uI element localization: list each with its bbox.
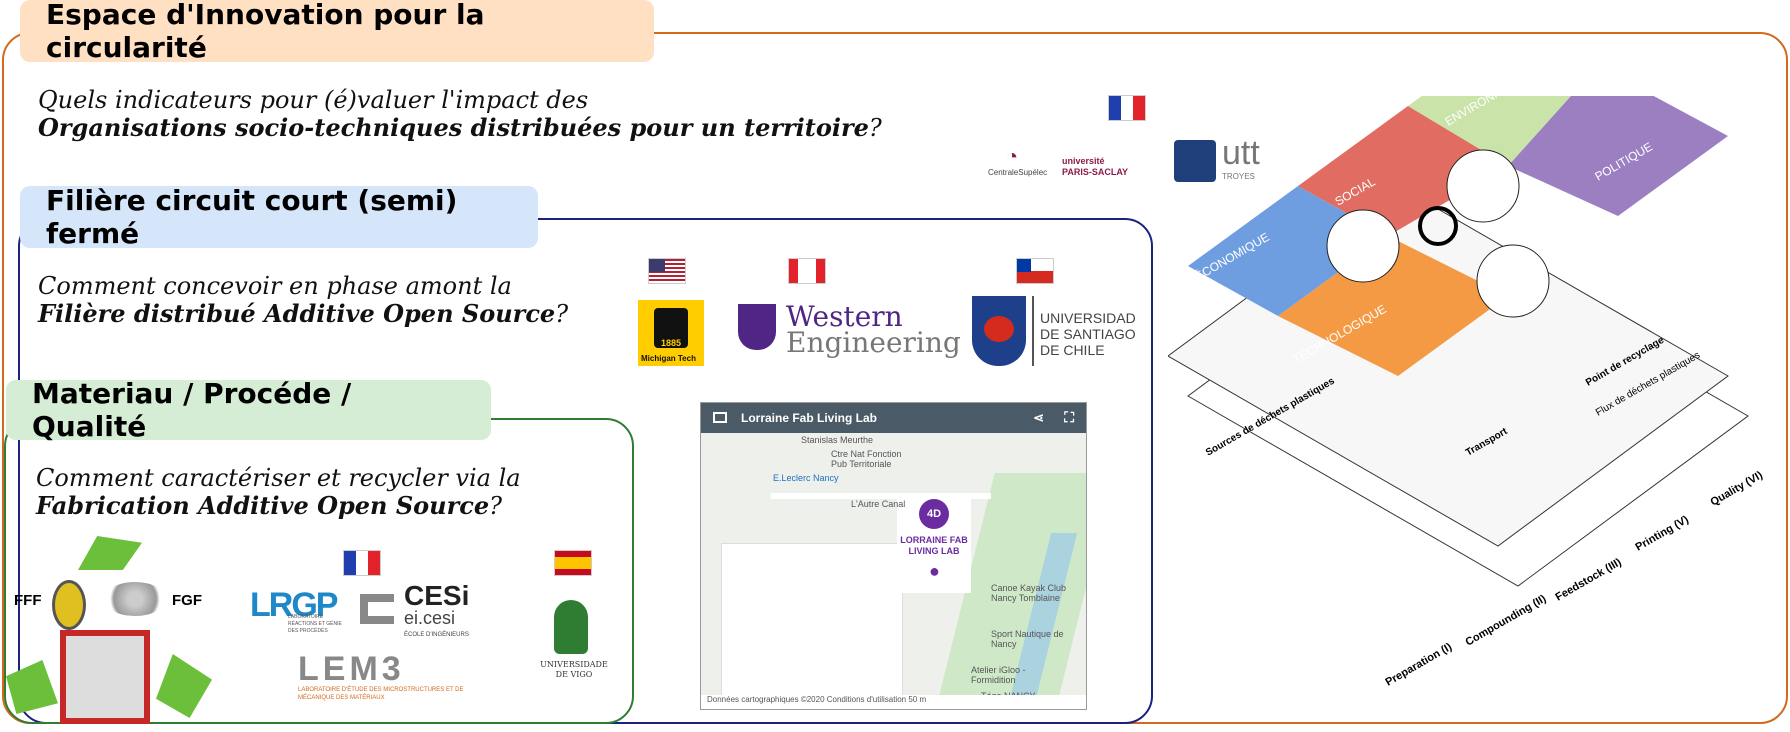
santiago-shield-icon xyxy=(972,296,1026,366)
usa-flag-icon xyxy=(648,258,686,284)
western-shield-icon xyxy=(738,304,776,350)
circle-disponibilite xyxy=(1326,209,1400,283)
circle-points-recyclage xyxy=(1476,244,1550,318)
filament-spool-icon xyxy=(52,580,86,630)
fff-label: FFF xyxy=(14,592,42,609)
chile-flag-icon xyxy=(1016,258,1054,284)
map-area[interactable]: 4D LORRAINE FAB LIVING LAB ● Ctre Nat Fo… xyxy=(701,433,1086,709)
lab-badge: 4D LORRAINE FAB LIVING LAB xyxy=(897,493,971,593)
share-icon[interactable]: ⋖ xyxy=(1033,410,1044,425)
france-flag-icon xyxy=(1108,95,1146,121)
circle-utilisation xyxy=(1446,149,1520,223)
centrale-emblem-icon: ◔ xyxy=(1006,146,1019,168)
western-engineering-logo: Western Engineering xyxy=(738,300,961,360)
label-printing: Printing (V) xyxy=(1634,513,1692,553)
label-feedstock: Feedstock (III) xyxy=(1554,556,1624,604)
living-lab-map[interactable]: Lorraine Fab Living Lab ⋖ ⛶ 4D LORRAINE … xyxy=(700,402,1087,710)
layered-diagram: ÉCONOMIQUE SOCIAL ENVIRONNEMENTAL POLITI… xyxy=(1168,96,1766,689)
social-region xyxy=(1298,106,1508,236)
label-compounding: Compounding (II) xyxy=(1464,593,1549,649)
innovation-banner: Espace d'Innovation pour la circularité xyxy=(20,0,654,64)
label-preparation: Preparation (I) xyxy=(1384,641,1455,689)
cesi-bracket-icon xyxy=(360,594,394,624)
3d-printer-icon xyxy=(60,630,150,724)
fgf-label: FGF xyxy=(172,592,202,609)
filiere-banner: Filière circuit court (semi) fermé xyxy=(20,184,538,250)
cycle-arrow-icon xyxy=(1418,206,1458,246)
label-quality: Quality (VI) xyxy=(1709,469,1766,509)
michigan-tech-logo: 1885 Michigan Tech xyxy=(638,300,704,366)
lrgp-logo: LRGP LABORATOIRE RÉACTIONS ET GÉNIE DES … xyxy=(250,586,342,634)
utt-logo: utt TROYES xyxy=(1174,134,1294,184)
fullscreen-icon[interactable]: ⛶ xyxy=(1064,409,1074,425)
question-innovation: Quels indicateurs pour (é)valuer l'impac… xyxy=(38,86,882,142)
question-filiere: Comment concevoir en phase amont la Fili… xyxy=(38,272,569,328)
network-diagram xyxy=(721,543,903,709)
centrale-saclay-logo: ◔ CentraleSupélec université PARIS-SACLA… xyxy=(988,146,1129,177)
map-menu-icon[interactable] xyxy=(713,412,727,423)
vigo-emblem-icon xyxy=(554,600,588,654)
economique-region xyxy=(1188,186,1388,316)
environnemental-region xyxy=(1408,96,1571,166)
spain-flag-icon xyxy=(554,550,592,576)
santiago-logo: UNIVERSIDAD DE SANTIAGO DE CHILE xyxy=(972,296,1136,368)
lem3-logo: LEM3 LABORATOIRE D'ÉTUDE DES MICROSTRUCT… xyxy=(298,650,464,701)
technologique-region xyxy=(1278,236,1508,376)
map-attribution: Données cartographiques ©2020 Conditions… xyxy=(701,695,1086,709)
map-header: Lorraine Fab Living Lab ⋖ ⛶ xyxy=(701,403,1086,433)
cesi-logo: CESi ei.cesi ÉCOLE D'INGÉNIEURS xyxy=(360,580,472,644)
question-materiau: Comment caractériser et recycler via la … xyxy=(36,464,521,520)
canada-flag-icon xyxy=(788,258,826,284)
france-flag-icon-2 xyxy=(343,550,381,576)
pellets-icon xyxy=(104,582,166,616)
vigo-logo: UNIVERSIDADE DE VIGO xyxy=(534,598,614,682)
map-pin-icon[interactable]: ● xyxy=(929,561,940,581)
materiau-banner: Materiau / Procéde / Qualité xyxy=(6,377,491,443)
utt-emblem-icon xyxy=(1174,140,1216,182)
politique-region xyxy=(1508,96,1728,216)
